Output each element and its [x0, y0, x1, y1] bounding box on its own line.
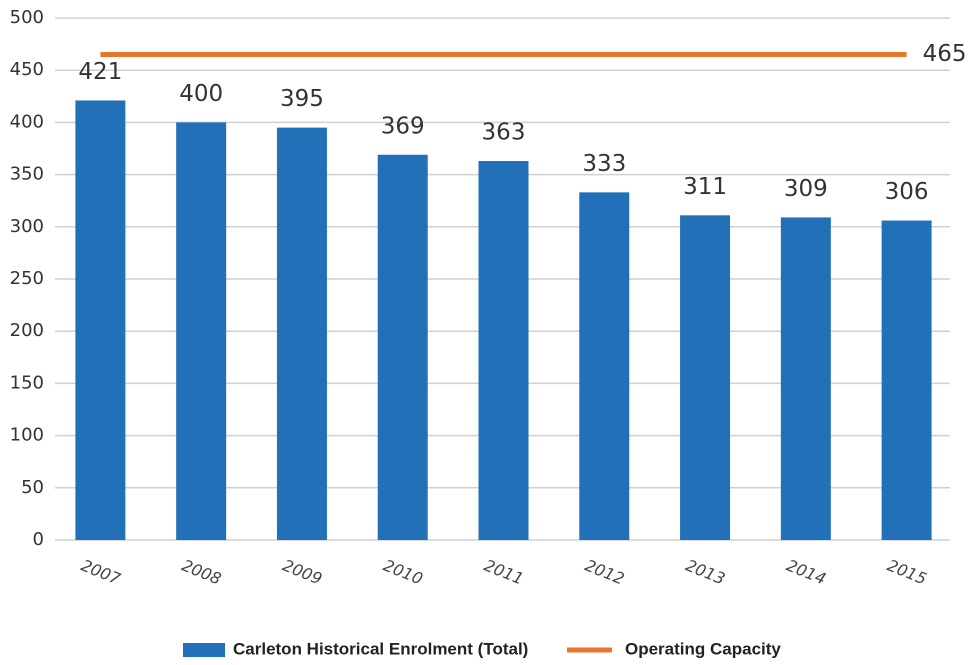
y-tick-label: 100	[10, 425, 44, 446]
legend-label: Operating Capacity	[625, 639, 781, 658]
x-tick-label: 2014	[784, 556, 829, 589]
y-tick-label: 450	[10, 59, 44, 80]
bar	[377, 154, 428, 540]
value-label: 306	[885, 179, 929, 205]
bar	[75, 100, 126, 540]
x-tick-label: 2007	[78, 556, 124, 589]
y-tick-label: 0	[33, 529, 44, 550]
bar	[176, 122, 227, 541]
y-tick-label: 50	[21, 477, 44, 498]
bar	[276, 127, 327, 541]
y-tick-label: 350	[10, 164, 44, 185]
value-label: 421	[78, 59, 122, 85]
bar	[881, 220, 932, 540]
x-tick-label: 2008	[179, 556, 224, 589]
y-tick-label: 300	[10, 216, 44, 237]
x-tick-label: 2012	[582, 556, 627, 589]
y-tick-label: 250	[10, 268, 44, 289]
x-tick-label: 2011	[481, 556, 526, 589]
legend-swatch	[183, 643, 225, 657]
value-label: 309	[784, 176, 828, 202]
value-label: 369	[381, 113, 425, 139]
value-label: 311	[683, 174, 727, 200]
value-label: 363	[482, 120, 526, 146]
x-tick-label: 2009	[280, 556, 325, 589]
bar	[780, 217, 831, 541]
legend-label: Carleton Historical Enrolment (Total)	[233, 639, 528, 658]
value-label: 465	[923, 41, 967, 67]
bar	[680, 215, 731, 541]
bar	[579, 192, 630, 540]
x-tick-label: 2010	[381, 556, 426, 589]
x-tick-label: 2015	[885, 556, 930, 589]
value-label: 400	[179, 81, 223, 107]
x-tick-label: 2013	[683, 556, 728, 589]
y-tick-label: 200	[10, 320, 44, 341]
y-tick-label: 400	[10, 111, 44, 132]
y-tick-label: 500	[10, 7, 44, 28]
value-label: 395	[280, 86, 324, 112]
value-label: 333	[582, 151, 626, 177]
y-tick-label: 150	[10, 372, 44, 393]
bar	[478, 161, 529, 540]
